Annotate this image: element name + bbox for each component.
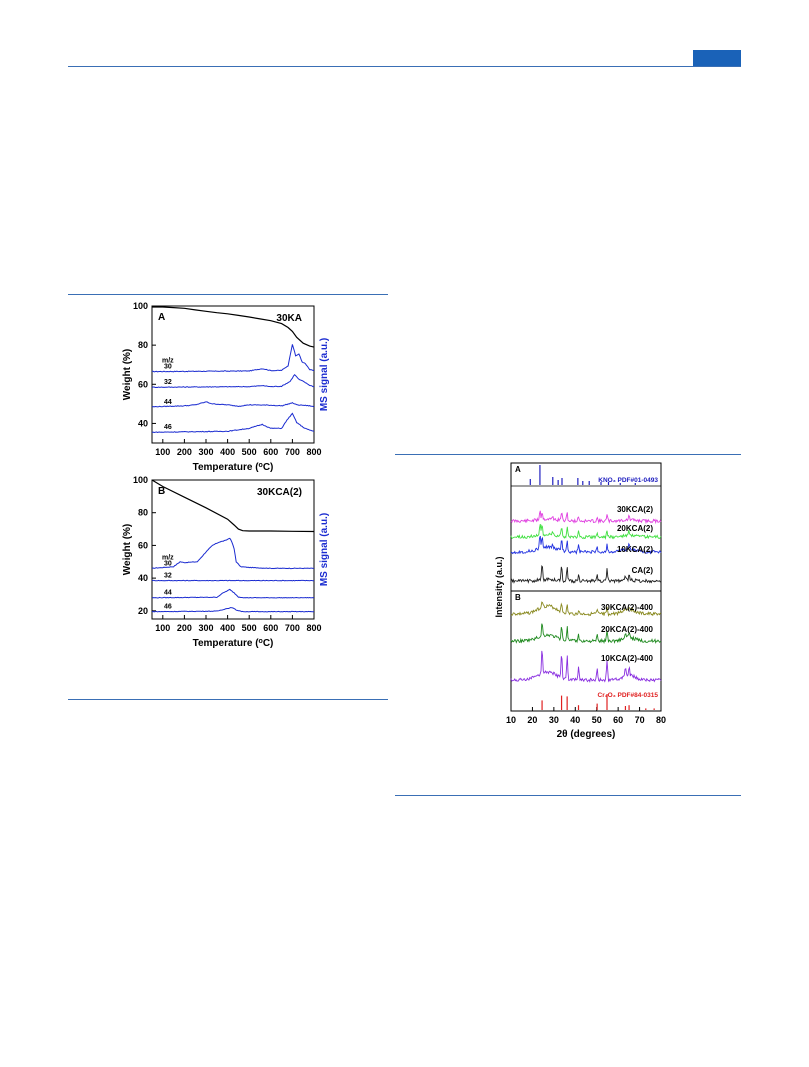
tga-b-x-tick-label: 200 xyxy=(177,623,192,633)
header-tab xyxy=(693,50,741,66)
tga-a-x-axis-unit: C) xyxy=(263,462,274,473)
tga-b-y-tick-label: 20 xyxy=(138,606,148,616)
tga-a-x-tick-label: 600 xyxy=(263,447,278,457)
tga-a-ms-label-30: 30 xyxy=(164,364,172,371)
xrd-pattern-20kca2 xyxy=(510,524,662,540)
tga-a-ms-curve-44 xyxy=(151,401,315,408)
tga-a-ms-curve-32 xyxy=(151,373,314,389)
tga-b-x-axis-degree-sign: o xyxy=(259,638,263,645)
tga-a-panel-label: A xyxy=(158,312,165,323)
xrd-cr2o3-ref-label: Cr₂O₃ PDF#84-0315 xyxy=(598,692,659,699)
figure-top-rule-left xyxy=(68,294,388,295)
xrd-kno3-ref-label: KNO₃ PDF#01-0493 xyxy=(598,477,658,484)
tga-b-mz-label: m/z xyxy=(162,554,174,561)
tga-b-y-tick-label: 80 xyxy=(138,508,148,518)
xrd-pattern-10kca2-400-label: 10KCA(2)-400 xyxy=(601,654,654,663)
xrd-pattern-20kca2-label: 20KCA(2) xyxy=(617,524,653,533)
tga-a-x-axis-degree-sign: o xyxy=(259,462,263,469)
tga-b-y2-axis-label: MS signal (a.u.) xyxy=(319,513,330,586)
header-rule xyxy=(68,66,741,67)
tga-a-x-tick-label: 300 xyxy=(198,447,213,457)
tga-b-y-tick-label: 40 xyxy=(138,573,148,583)
tga-a-y-tick-label: 60 xyxy=(138,379,148,389)
tga-a-weight-curve xyxy=(152,306,315,348)
tga-b-y-tick-label: 100 xyxy=(133,475,148,485)
tga-a-x-axis-label: Temperature (oC) xyxy=(193,462,274,474)
tga-b-ms-curve-32 xyxy=(151,579,315,582)
xrd-panel-b-label: B xyxy=(515,593,521,602)
tga-b-ms-label-30: 30 xyxy=(164,560,172,567)
figure-bottom-rule-right xyxy=(395,795,741,796)
xrd-pattern-30kca2 xyxy=(510,510,662,525)
xrd-plot-frame xyxy=(510,462,662,712)
xrd-pattern-10kca2-label: 10KCA(2) xyxy=(617,545,653,554)
tga-b-x-tick-label: 600 xyxy=(263,623,278,633)
xrd-y-axis-label: Intensity (a.u.) xyxy=(494,556,504,617)
tga-b-ms-label-32: 32 xyxy=(164,573,172,580)
tga-a-y2-axis-label: MS signal (a.u.) xyxy=(319,338,330,411)
tga-b-y-axis-label: Weight (%) xyxy=(122,524,133,575)
tga-b-y-tick-label: 60 xyxy=(138,540,148,550)
tga-b-x-tick-label: 300 xyxy=(198,623,213,633)
xrd-pattern-30kca2-400 xyxy=(510,601,662,617)
xrd-x-tick-label: 40 xyxy=(570,715,580,725)
tga-b-plot-frame xyxy=(151,479,315,620)
xrd-x-axis-label: 2θ (degrees) xyxy=(557,729,616,740)
xrd-x-tick-label: 80 xyxy=(656,715,666,725)
xrd-pattern-10kca2 xyxy=(510,535,662,555)
tga-b-ms-curve-30 xyxy=(151,537,315,570)
tga-a-ms-label-32: 32 xyxy=(164,379,172,386)
tga-b-x-axis-unit: C) xyxy=(263,638,274,649)
figure-top-rule-right xyxy=(395,454,741,455)
xrd-x-tick-label: 20 xyxy=(527,715,537,725)
tga-b-x-axis-label: Temperature (oC) xyxy=(193,638,274,650)
xrd-pattern-ca2-label: CA(2) xyxy=(632,566,654,575)
tga-a-y-tick-label: 100 xyxy=(133,301,148,311)
tga-a-ms-curve-46 xyxy=(151,412,315,434)
xrd-x-tick-label: 50 xyxy=(592,715,602,725)
tga-a-x-tick-label: 700 xyxy=(285,447,300,457)
tga-b-x-tick-label: 400 xyxy=(220,623,235,633)
xrd-x-tick-label: 60 xyxy=(613,715,623,725)
tga-a-plot-frame xyxy=(151,305,315,444)
tga-a-x-tick-label: 800 xyxy=(306,447,321,457)
tga-a-ms-curve-30 xyxy=(152,344,315,373)
tga-a-mz-label: m/z xyxy=(162,358,174,365)
tga-b-weight-curve xyxy=(151,479,315,533)
tga-a-y-axis-label: Weight (%) xyxy=(122,349,133,400)
xrd-pattern-20kca2-400 xyxy=(510,623,662,644)
xrd-pattern-20kca2-400-label: 20KCA(2)-400 xyxy=(601,625,654,634)
tga-b-x-tick-label: 500 xyxy=(242,623,257,633)
tga-a-x-tick-label: 400 xyxy=(220,447,235,457)
tga-b-ms-curve-46 xyxy=(151,606,315,613)
xrd-x-tick-label: 30 xyxy=(549,715,559,725)
xrd-panel-a-label: A xyxy=(515,465,521,474)
tga-b-x-tick-label: 100 xyxy=(155,623,170,633)
tga-a-x-tick-label: 200 xyxy=(177,447,192,457)
tga-b-x-tick-label: 700 xyxy=(285,623,300,633)
tga-a-x-tick-label: 100 xyxy=(155,447,170,457)
tga-b-sample-label: 30KCA(2) xyxy=(257,487,302,498)
tga-b-ms-label-44: 44 xyxy=(164,590,172,597)
xrd-pattern-ca2 xyxy=(510,564,662,584)
tga-a-x-tick-label: 500 xyxy=(242,447,257,457)
tga-b-panel-label: B xyxy=(158,486,165,497)
tga-a-sample-label: 30KA xyxy=(276,313,302,324)
tga-a-y-tick-label: 40 xyxy=(138,418,148,428)
xrd-pattern-10kca2-400 xyxy=(510,650,662,683)
xrd-pattern-30kca2-400-label: 30KCA(2)-400 xyxy=(601,603,654,612)
tga-a-ms-label-46: 46 xyxy=(164,424,172,431)
xrd-pattern-30kca2-label: 30KCA(2) xyxy=(617,505,653,514)
xrd-x-tick-label: 70 xyxy=(635,715,645,725)
figure-bottom-rule-left xyxy=(68,699,388,700)
tga-a-ms-label-44: 44 xyxy=(164,399,172,406)
xrd-x-tick-label: 10 xyxy=(506,715,516,725)
tga-b-ms-label-46: 46 xyxy=(164,604,172,611)
tga-b-ms-curve-44 xyxy=(151,588,315,599)
tga-b-x-tick-label: 800 xyxy=(306,623,321,633)
tga-a-y-tick-label: 80 xyxy=(138,340,148,350)
